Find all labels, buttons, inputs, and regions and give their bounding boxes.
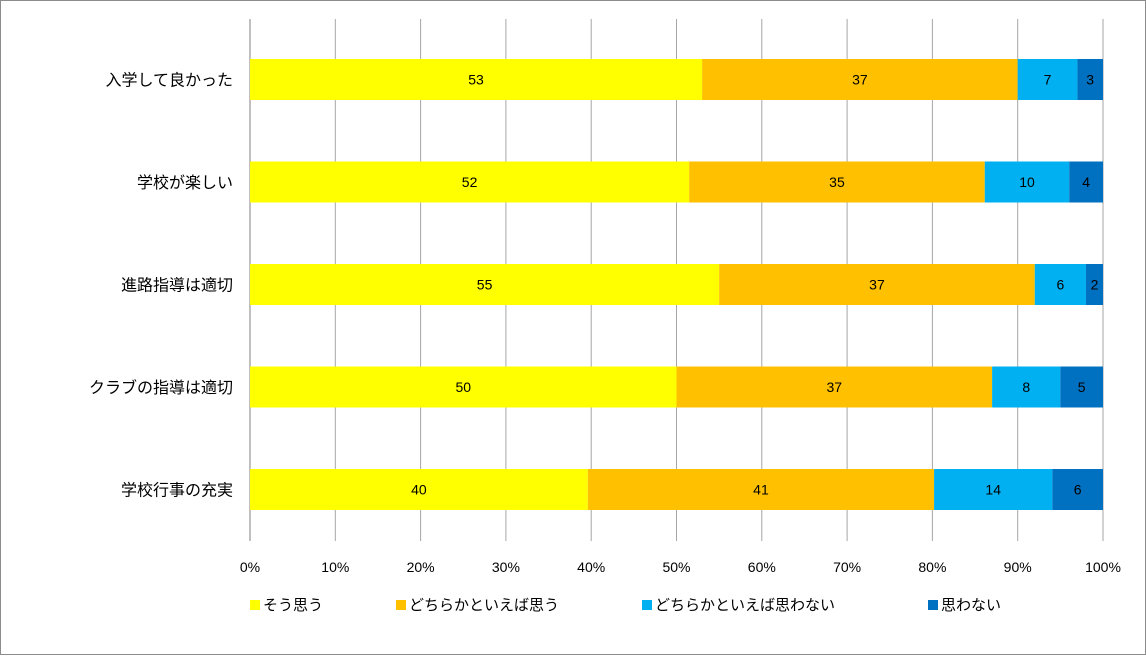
data-label: 6 <box>1056 277 1064 293</box>
bar-segment <box>689 161 985 203</box>
data-label: 3 <box>1086 72 1094 88</box>
legend-label: どちらかといえば思わない <box>655 596 835 614</box>
data-label: 50 <box>455 379 471 395</box>
legend-label: どちらかといえば思う <box>409 596 559 614</box>
bar-segment <box>984 161 1070 203</box>
bar-segment <box>719 264 1035 305</box>
data-label: 40 <box>411 482 427 498</box>
category-label: 進路指導は適切 <box>121 276 233 295</box>
bar-segment <box>250 161 690 203</box>
bar-segment <box>250 264 720 305</box>
x-tick-label: 50% <box>662 559 690 575</box>
data-label: 37 <box>869 277 885 293</box>
legend-label: そう思う <box>263 596 323 614</box>
legend-swatch <box>396 600 406 610</box>
data-label: 35 <box>829 174 845 190</box>
bar-segment <box>702 59 1018 100</box>
x-tick-label: 60% <box>748 559 776 575</box>
x-tick-label: 0% <box>240 559 260 575</box>
legend-swatch <box>928 600 938 610</box>
bar-segment <box>250 469 588 510</box>
data-label: 37 <box>827 379 843 395</box>
data-label: 6 <box>1074 482 1082 498</box>
legend-swatch <box>642 600 652 610</box>
bar-segment <box>250 59 703 100</box>
legend-swatch <box>250 600 260 610</box>
bar-segment <box>1077 59 1103 100</box>
data-label: 7 <box>1044 72 1052 88</box>
legend-label: 思わない <box>941 596 1001 614</box>
bar-segment <box>1052 469 1103 510</box>
category-label: 入学して良かった <box>105 71 233 90</box>
x-tick-label: 70% <box>833 559 861 575</box>
bar-segment <box>250 366 677 408</box>
category-label: クラブの指導は適切 <box>89 378 233 397</box>
data-label: 14 <box>985 482 1001 498</box>
bar-segment <box>1034 264 1086 305</box>
bar-segment <box>1069 161 1103 203</box>
category-label: 学校が楽しい <box>137 173 233 192</box>
bar-segment <box>676 366 993 408</box>
data-label: 8 <box>1022 379 1030 395</box>
category-label: 学校行事の充実 <box>121 481 233 500</box>
x-tick-label: 10% <box>321 559 349 575</box>
x-tick-label: 40% <box>577 559 605 575</box>
x-tick-label: 100% <box>1085 559 1121 575</box>
data-label: 37 <box>852 72 868 88</box>
bar-segment <box>1085 264 1103 305</box>
bar-segment <box>934 469 1053 510</box>
data-label: 5 <box>1078 379 1086 395</box>
data-label: 2 <box>1091 277 1099 293</box>
bar-segment <box>1017 59 1078 100</box>
data-label: 10 <box>1019 174 1035 190</box>
x-tick-label: 90% <box>1004 559 1032 575</box>
bar-segment <box>1060 366 1103 408</box>
data-label: 41 <box>753 482 769 498</box>
data-label: 52 <box>462 174 478 190</box>
bar-segment <box>992 366 1061 408</box>
bar-segment <box>587 469 935 510</box>
data-label: 55 <box>477 277 493 293</box>
x-tick-label: 80% <box>918 559 946 575</box>
x-tick-label: 30% <box>492 559 520 575</box>
data-label: 4 <box>1082 174 1090 190</box>
data-label: 53 <box>468 72 484 88</box>
x-tick-label: 20% <box>407 559 435 575</box>
